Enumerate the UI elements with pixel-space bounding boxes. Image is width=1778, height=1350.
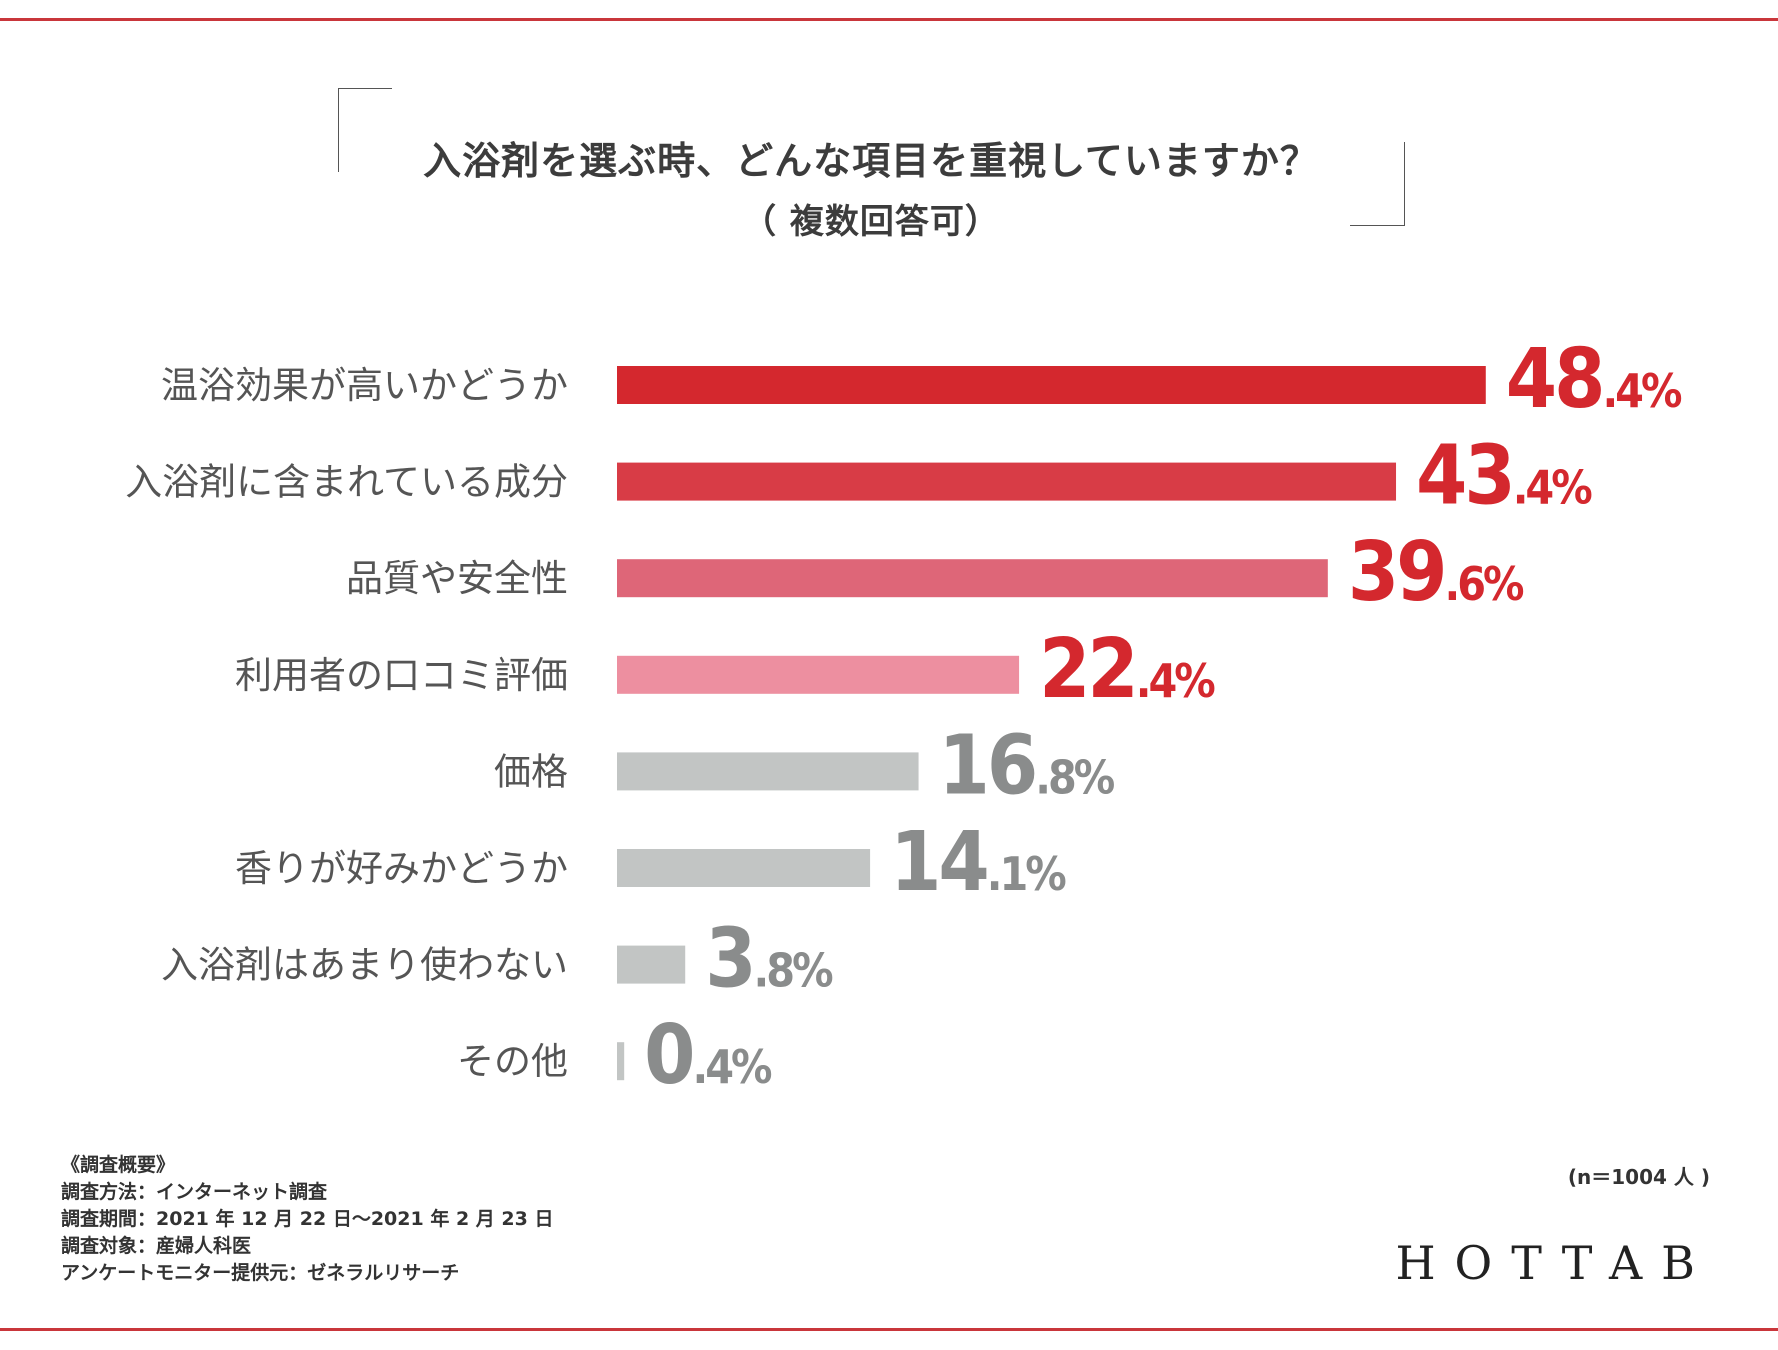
value-label: 39.6% [1348,525,1524,620]
category-label: 入浴剤に含まれている成分 [125,461,568,504]
bar [617,752,919,791]
bar-chart: 温浴効果が高いかどうか 48.4% 入浴剤に含まれている成分 43.4% 品質や安全性 3… [125,332,1685,1103]
category-label: 香りが好みかどうか [235,847,568,890]
bar [617,945,686,984]
top-rule [0,18,1778,21]
survey-target: 調査対象：産婦人科医 [61,1235,252,1257]
category-label: 温浴効果が高いかどうか [161,364,568,407]
value-label: 22.4% [1039,622,1215,717]
value-label: 48.4% [1506,332,1682,427]
bar [617,849,871,887]
survey-heading: 《調査概要》 [61,1154,176,1176]
category-label: 価格 [494,750,568,793]
bar [617,366,1486,404]
chart-title: 入浴剤を選ぶ時、どんな項目を重視していますか？ [423,139,1319,183]
bar [617,1042,625,1081]
value-label: 16.8% [939,718,1115,813]
bar [617,462,1397,501]
category-label: 入浴剤はあまり使わない [161,944,568,987]
survey-provider: アンケートモニター提供元：ゼネラルリサーチ [61,1262,460,1284]
category-label: その他 [457,1040,568,1083]
title-bracket-right [1350,142,1405,226]
value-label: 43.4% [1416,429,1592,524]
survey-summary: 《調査概要》 調査方法：インターネット調査 調査期間：2021 年 12 月 2… [61,1152,553,1287]
bottom-rule [0,1328,1778,1331]
category-label: 利用者の口コミ評価 [235,654,568,697]
chart-subtitle: （ 複数回答可） [742,202,1000,242]
sample-size: (n＝1004 人 ) [1567,1165,1710,1189]
bar [617,559,1328,598]
value-label: 3.8% [705,912,833,1007]
value-label: 0.4% [644,1008,772,1103]
survey-period: 調査期間：2021 年 12 月 22 日〜2021 年 2 月 23 日 [61,1208,554,1230]
value-label: 14.1% [890,815,1066,910]
category-label: 品質や安全性 [346,557,568,600]
bar [617,655,1020,694]
brand-logo: HOTTAB [1395,1236,1714,1290]
title-bracket-left [338,88,392,172]
survey-method: 調査方法：インターネット調査 [61,1181,328,1203]
